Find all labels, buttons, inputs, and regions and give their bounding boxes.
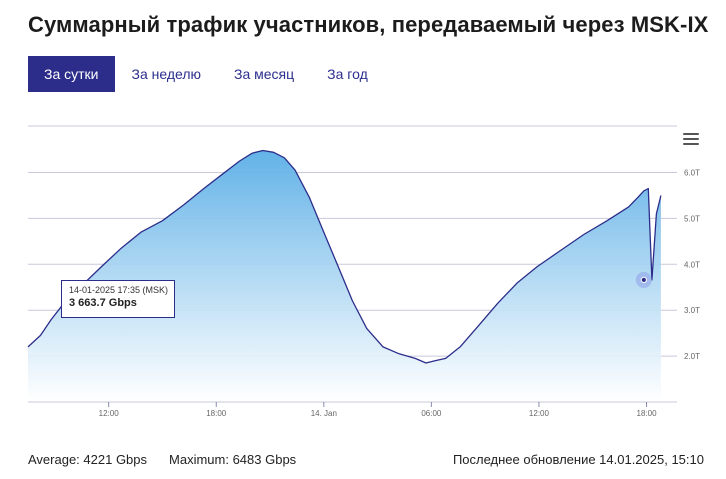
series-area xyxy=(28,150,661,402)
stats-summary: Average: 4221 Gbps Maximum: 6483 Gbps xyxy=(28,452,296,467)
y-tick-label: 5.0T xyxy=(684,214,700,223)
x-tick-label: 14. Jan xyxy=(311,409,337,418)
series-line xyxy=(27,149,662,364)
y-tick-label: 2.0T xyxy=(684,352,700,361)
tab-day[interactable]: За сутки xyxy=(28,56,115,92)
page-title: Суммарный трафик участников, передаваемы… xyxy=(28,12,709,37)
tooltip-timestamp: 14-01-2025 17:35 (MSK) xyxy=(69,285,169,295)
tab-month[interactable]: За месяц xyxy=(234,66,295,82)
x-tick-label: 06:00 xyxy=(421,409,442,418)
period-tabs: За сутки За неделю За месяц За год xyxy=(28,56,384,92)
tab-year[interactable]: За год xyxy=(327,66,368,82)
x-tick-label: 18:00 xyxy=(206,409,227,418)
average-value: Average: 4221 Gbps xyxy=(28,452,148,467)
maximum-value: Maximum: 6483 Gbps xyxy=(169,452,297,467)
x-tick-label: 18:00 xyxy=(637,409,658,418)
y-tick-label: 4.0T xyxy=(684,260,700,269)
tab-week[interactable]: За неделю xyxy=(131,66,202,82)
hamburger-menu-icon[interactable] xyxy=(683,133,699,145)
x-tick-label: 12:00 xyxy=(529,409,550,418)
chart-tooltip: 14-01-2025 17:35 (MSK) 3 663.7 Gbps xyxy=(61,280,175,318)
y-tick-label: 6.0T xyxy=(684,169,700,178)
y-tick-label: 3.0T xyxy=(684,306,700,315)
highlight-point[interactable] xyxy=(640,276,647,284)
x-tick-label: 12:00 xyxy=(99,409,120,418)
traffic-chart: 2.0T 3.0T 4.0T 5.0T 6.0T 12:00 18:00 14. Jan 06:… xyxy=(27,125,700,418)
tooltip-value: 3 663.7 Gbps xyxy=(69,297,137,309)
last-update: Последнее обновление 14.01.2025, 15:10 xyxy=(452,452,704,467)
